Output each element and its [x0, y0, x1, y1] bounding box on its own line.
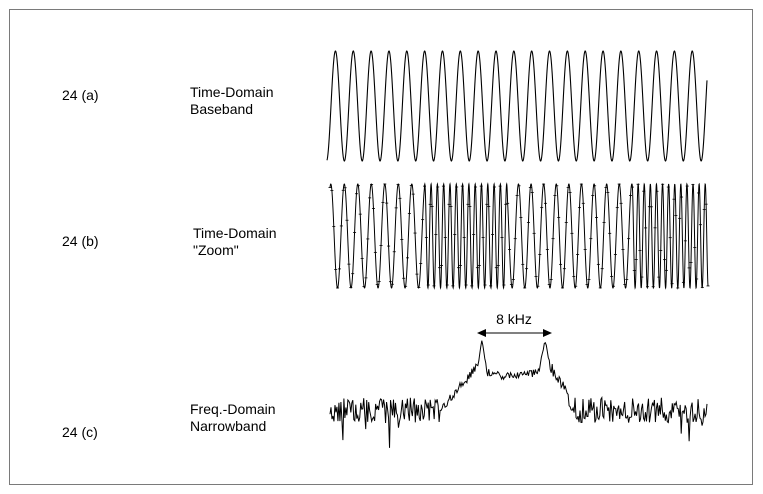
panel-b-title-line1: Time-Domain — [193, 225, 277, 241]
panel-c-title: Freq.-Domain Narrowband — [190, 401, 276, 435]
panel-b-title: Time-Domain "Zoom" — [193, 225, 277, 259]
bandwidth-marker: 8 kHz — [477, 311, 552, 337]
panel-c-id: 24 (c) — [62, 424, 98, 440]
panel-a-title-line1: Time-Domain — [190, 84, 274, 100]
panel-a-id: 24 (a) — [62, 87, 99, 103]
bandwidth-label: 8 kHz — [496, 311, 532, 327]
baseband-waveform — [326, 50, 708, 162]
bandwidth-arrow-left-head — [477, 329, 486, 337]
panel-a-title-line2: Baseband — [190, 101, 254, 117]
figure-frame — [9, 9, 753, 485]
panel-c-title-line1: Freq.-Domain — [190, 401, 276, 417]
bandwidth-arrow-right-head — [543, 329, 552, 337]
zoom-waveform — [329, 182, 709, 290]
zoom-waveform-sample-marks — [328, 183, 710, 289]
panel-c-title-line2: Narrowband — [190, 418, 267, 434]
panel-a-title: Time-Domain Baseband — [190, 84, 274, 118]
panel-b-id: 24 (b) — [62, 233, 99, 249]
panel-b-title-line2: "Zoom" — [193, 242, 239, 258]
narrowband-spectrum — [329, 340, 708, 448]
